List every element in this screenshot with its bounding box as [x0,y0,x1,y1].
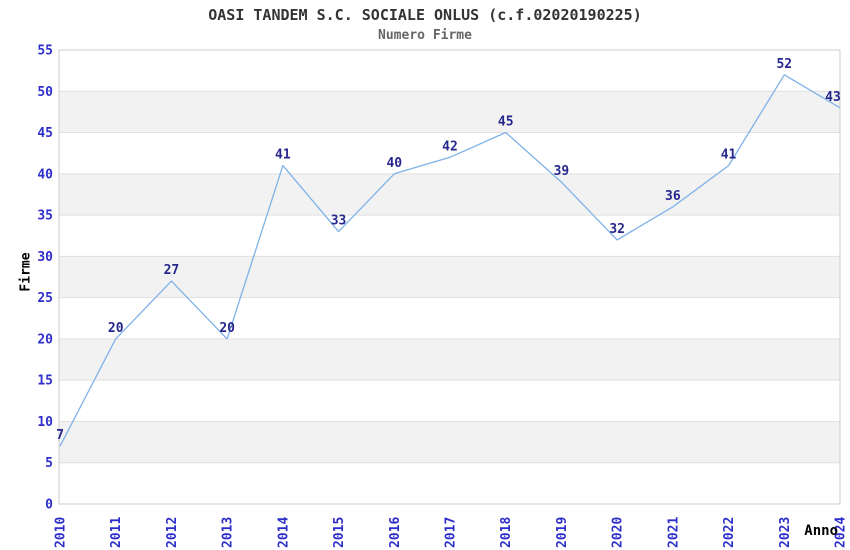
data-point-label: 32 [609,222,625,237]
y-tick-label: 0 [45,498,53,513]
x-tick-label: 2015 [332,517,347,548]
x-tick-label: 2012 [165,517,180,548]
data-point-label: 20 [219,321,235,336]
x-tick-label: 2010 [54,517,69,548]
plot-band [59,338,840,381]
data-point-label: 7 [56,428,64,443]
x-tick-label: 2023 [778,517,793,548]
data-point-label: 45 [498,115,514,130]
y-tick-label: 45 [37,126,53,141]
data-point-label: 33 [331,214,347,229]
x-tick-label: 2011 [109,517,124,548]
data-point-label: 36 [665,189,681,204]
y-tick-label: 35 [37,209,53,224]
plot-band [59,173,840,216]
x-tick-label: 2017 [444,517,459,548]
x-tick-label: 2024 [834,517,849,548]
x-tick-label: 2013 [221,517,236,548]
y-axis-title: Firme [18,252,34,292]
y-tick-label: 20 [37,332,53,347]
plot-border [58,49,841,505]
data-point-label: 40 [386,156,402,171]
y-tick-label: 50 [37,85,53,100]
x-tick-label: 2016 [388,517,403,548]
y-tick-label: 10 [37,415,53,430]
plot-band [59,256,840,298]
data-point-label: 20 [108,321,124,336]
x-tick-label: 2018 [499,517,514,548]
plot-band [59,421,840,463]
x-tick-label: 2022 [722,517,737,548]
x-tick-label: 2020 [611,517,626,548]
data-series-line [59,74,841,447]
y-tick-label: 5 [45,456,53,471]
data-point-label: 39 [554,164,570,179]
data-point-label: 43 [825,90,841,105]
x-axis-title: Anno [804,523,838,539]
y-tick-label: 55 [37,44,53,59]
x-tick-label: 2019 [555,517,570,548]
y-tick-label: 15 [37,374,53,389]
chart-subtitle: Numero Firme [378,28,472,43]
data-point-label: 42 [442,139,458,154]
chart-title: OASI TANDEM S.C. SOCIALE ONLUS (c.f.0202… [208,6,642,24]
y-tick-label: 30 [37,250,53,265]
data-point-label: 27 [164,263,180,278]
x-tick-label: 2021 [666,517,681,548]
y-tick-label: 40 [37,167,53,182]
plot-band [59,91,840,133]
y-tick-label: 25 [37,291,53,306]
x-tick-label: 2014 [276,517,291,548]
data-point-label: 41 [721,148,737,163]
data-point-label: 41 [275,148,291,163]
data-point-label: 52 [776,57,792,72]
